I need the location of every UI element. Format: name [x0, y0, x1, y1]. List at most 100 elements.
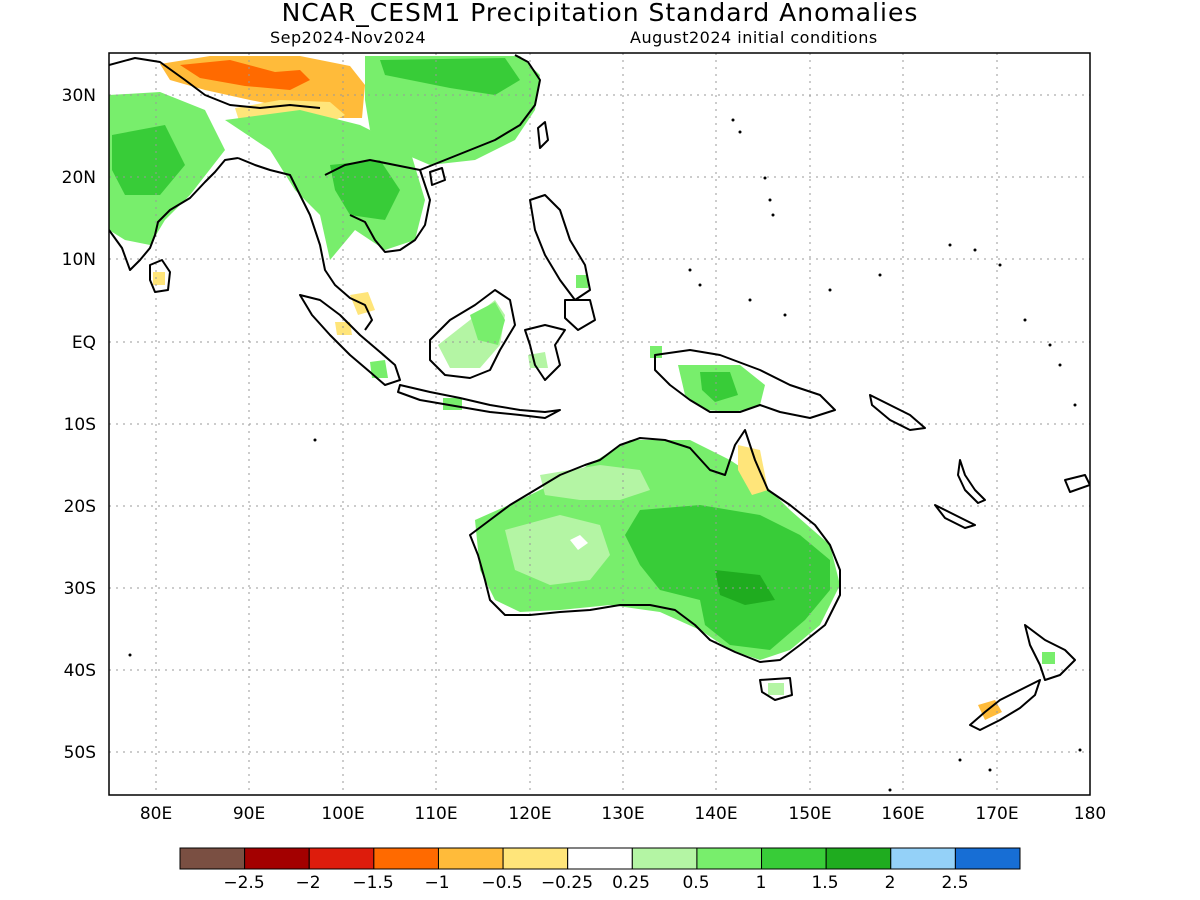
lat-tick-label: 10N [62, 250, 96, 270]
lon-tick-label: 120E [508, 804, 551, 824]
colorbar-swatch [308, 847, 375, 870]
lat-tick-label: 50S [64, 743, 96, 763]
philippines-coastline [529, 194, 591, 301]
lon-tick-label: 180 [1074, 804, 1106, 824]
colorbar-swatch [437, 847, 504, 870]
initial-conditions: August2024 initial conditions [630, 28, 878, 47]
colorbar-label: 1 [756, 873, 767, 893]
philippines-wet-spot [576, 275, 588, 288]
colorbar-label: 1.5 [811, 873, 838, 893]
latitude-axis: 30N 20N 10N EQ 10S 20S 30S 40S 50S [62, 86, 96, 763]
forecast-period: Sep2024-Nov2024 [270, 28, 427, 47]
australia-wet-inner [715, 570, 775, 605]
sumatra-wet-spot [370, 360, 388, 378]
colorbar-swatch [761, 847, 827, 870]
mindanao-coastline [564, 299, 596, 331]
colorbar-swatch [567, 847, 633, 870]
srilanka-dry [153, 272, 165, 285]
anomaly-shading [109, 56, 1055, 720]
colorbar-swatch [502, 847, 569, 870]
newguinea-coastline [654, 349, 836, 419]
borneo-wet-core [470, 302, 505, 345]
colorbar-swatch [954, 847, 1021, 870]
lat-tick-label: 10S [64, 415, 96, 435]
lon-tick-label: 170E [975, 804, 1018, 824]
colorbar: −2.5 −2 −1.5 −1 −0.5 −0.25 0.25 0.5 1 1.… [179, 847, 1021, 893]
sumatra-dry-spot [335, 322, 352, 335]
tasmania-wet-spot [768, 683, 784, 695]
indochina-wet-core [330, 160, 400, 220]
colorbar-swatch [631, 847, 698, 870]
colorbar-swatch [179, 847, 246, 870]
lon-tick-label: 90E [233, 804, 265, 824]
lon-tick-label: 130E [601, 804, 644, 824]
indochina-coastline [324, 159, 431, 253]
chart-title: NCAR_CESM1 Precipitation Standard Anomal… [281, 0, 919, 27]
australia-wet-west [505, 515, 610, 585]
sulawesi-wet-spot [528, 352, 548, 368]
colorbar-label: 2.5 [941, 873, 968, 893]
australia-white-spot [570, 535, 588, 550]
srilanka-coastline [149, 259, 171, 293]
queensland-dry-spot [738, 445, 768, 495]
solomons-coastline [869, 394, 926, 431]
lat-tick-label: 20S [64, 497, 96, 517]
newguinea-wet-core [700, 372, 738, 402]
colorbar-label: −2.5 [223, 873, 264, 893]
nz-north-coastline [1024, 624, 1076, 681]
lon-tick-label: 160E [881, 804, 924, 824]
coastlines [109, 54, 1090, 731]
borneo-coastline [429, 289, 516, 379]
newcaledonia-coastline [934, 504, 976, 529]
nz-south-coastline [969, 679, 1041, 731]
lon-tick-label: 100E [321, 804, 364, 824]
hainan-coastline [429, 167, 446, 186]
colorbar-swatch [890, 847, 956, 870]
colorbar-label: 0.5 [682, 873, 709, 893]
australia-coastline [469, 429, 841, 663]
colorbar-labels: −2.5 −2 −1.5 −1 −0.5 −0.25 0.25 0.5 1 1.… [223, 873, 968, 893]
fiji-coastline [1064, 474, 1090, 493]
taiwan-coastline [537, 121, 549, 149]
colorbar-swatch [825, 847, 892, 870]
sulawesi-coastline [524, 324, 566, 381]
colorbar-label: 0.25 [612, 873, 650, 893]
map-frame [108, 52, 1091, 796]
india-tibet-border [109, 57, 321, 109]
lat-tick-label: 40S [64, 661, 96, 681]
india-coastline [109, 157, 239, 271]
colorbar-label: −0.25 [541, 873, 593, 893]
china-wet-core [380, 58, 520, 95]
lat-tick-label: EQ [72, 333, 96, 353]
colorbar-label: −2 [295, 873, 320, 893]
lat-tick-label: 20N [62, 168, 96, 188]
colorbar-swatch [244, 847, 310, 870]
south-china-coastline [419, 54, 541, 171]
nz-wet-spot [1042, 652, 1055, 664]
colorbar-swatch [373, 847, 439, 870]
tasmania-coastline [759, 677, 793, 701]
pacific-islands [128, 118, 1082, 792]
bay-of-bengal-coastline [237, 157, 373, 331]
lat-tick-label: 30S [64, 579, 96, 599]
colorbar-label: 2 [885, 873, 896, 893]
colorbar-label: −0.5 [481, 873, 522, 893]
colorbar-swatches [179, 847, 1021, 870]
lon-tick-label: 110E [414, 804, 457, 824]
lon-tick-label: 140E [694, 804, 737, 824]
colorbar-swatch [696, 847, 763, 870]
tibet-dry-core [180, 60, 310, 90]
indochina-wet-region [225, 110, 425, 260]
java-coastline [397, 384, 561, 419]
nz-dry-spot [978, 700, 1002, 720]
lon-tick-label: 150E [788, 804, 831, 824]
colorbar-label: −1.5 [352, 873, 393, 893]
longitude-axis: 80E 90E 100E 110E 120E 130E 140E 150E 16… [140, 804, 1106, 824]
vanuatu-coastline [957, 459, 986, 504]
australia-wet-nw [540, 465, 650, 500]
sumatra-coastline [299, 294, 401, 386]
colorbar-label: −1 [424, 873, 449, 893]
gridlines [109, 53, 1090, 795]
lat-tick-label: 30N [62, 86, 96, 106]
